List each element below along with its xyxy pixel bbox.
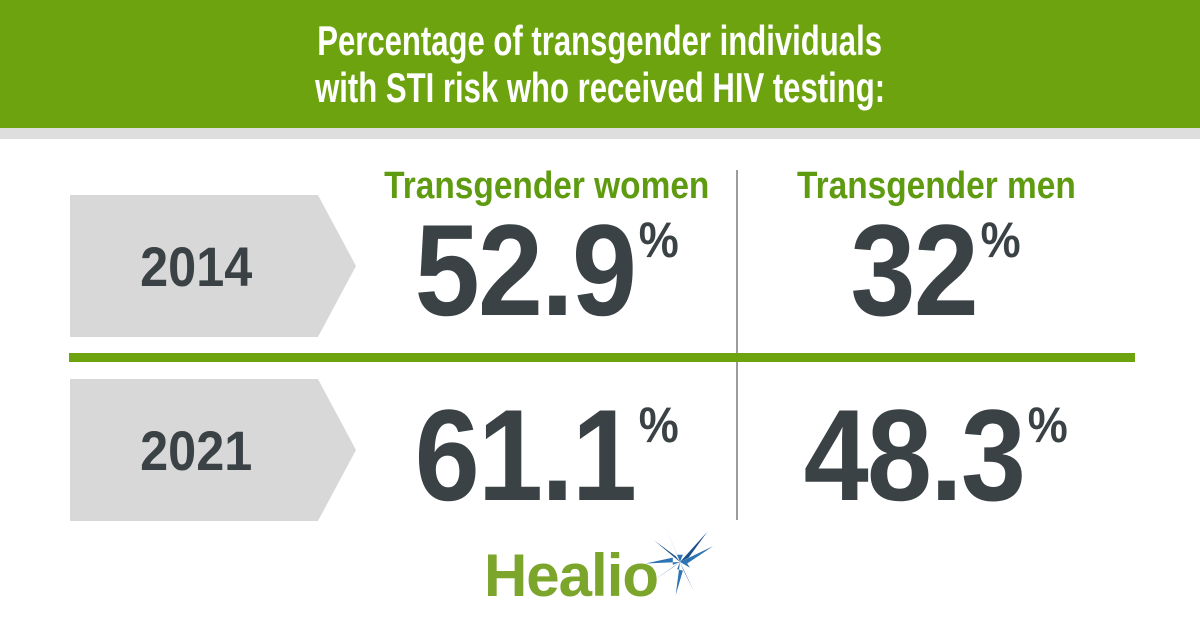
value-block: 52.9 %: [414, 197, 679, 344]
percent-sign: %: [981, 212, 1022, 269]
percent-sign: %: [1028, 397, 1069, 454]
page-title-line-2: with STI risk who received HIV testing:: [315, 64, 885, 111]
vertical-column-divider: [736, 170, 738, 520]
healio-logo-text: Healio: [483, 542, 659, 609]
value-number: 61.1: [414, 382, 636, 529]
healio-logo: Healio: [0, 527, 1200, 616]
value-number: 32: [850, 197, 979, 344]
header-divider-strip: [0, 128, 1200, 139]
year-tag-2014: 2014: [70, 195, 356, 337]
horizontal-row-divider: [69, 353, 1135, 362]
percent-sign: %: [638, 397, 679, 454]
value-number: 52.9: [414, 197, 636, 344]
year-label: 2021: [139, 418, 252, 482]
year-tag-2021: 2021: [70, 379, 356, 521]
column-header-transgender-women: Transgender women: [356, 164, 737, 207]
header-banner: Percentage of transgender individuals wi…: [0, 0, 1200, 128]
value-block: 32 %: [850, 197, 1022, 344]
year-label: 2014: [139, 234, 252, 298]
page-title-line-1: Percentage of transgender individuals: [317, 17, 883, 64]
value-cell-2014-men: 32 %: [737, 198, 1135, 343]
percent-sign: %: [638, 212, 679, 269]
value-number: 48.3: [803, 382, 1026, 529]
value-block: 48.3 %: [803, 382, 1069, 529]
value-block: 61.1 %: [414, 382, 679, 529]
column-header-label: Transgender women: [383, 164, 710, 207]
value-cell-2021-women: 61.1 %: [356, 383, 737, 528]
column-header-label: Transgender men: [796, 164, 1076, 207]
value-cell-2014-women: 52.9 %: [356, 198, 737, 343]
column-header-transgender-men: Transgender men: [737, 164, 1135, 207]
value-cell-2021-men: 48.3 %: [737, 383, 1135, 528]
starburst-icon: [645, 527, 714, 596]
